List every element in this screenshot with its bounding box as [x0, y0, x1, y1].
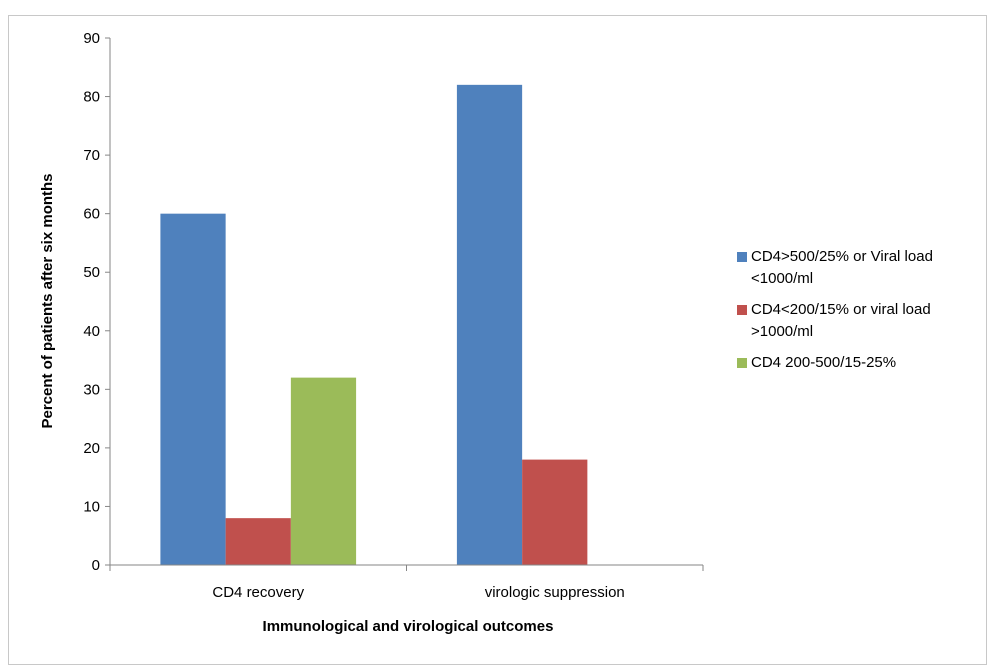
legend-label: CD4 200-500/15-25%	[751, 354, 897, 371]
legend-label: CD4<200/15% or viral load >1000/ml	[751, 301, 931, 340]
y-axis-ticks: 0 10 20 30 40 50 60 70 80 90	[83, 30, 110, 574]
y-tick-label: 70	[83, 147, 100, 164]
x-tick-label: CD4 recovery	[212, 584, 304, 601]
y-tick-label: 40	[83, 323, 100, 340]
x-tick-label: virologic suppression	[485, 584, 625, 601]
y-tick-label: 0	[92, 557, 100, 574]
bar-2-1	[225, 518, 291, 565]
legend-item: CD4>500/25% or Viral load <1000/ml	[737, 246, 987, 290]
bar-1-1	[160, 213, 226, 565]
legend-label: CD4>500/25% or Viral load <1000/ml	[751, 248, 933, 287]
y-tick-label: 60	[83, 206, 100, 223]
bar-1-2	[456, 84, 523, 565]
legend-swatch	[737, 305, 747, 315]
legend-item: CD4<200/15% or viral load >1000/ml	[737, 299, 987, 343]
y-axis-title: Percent of patients after six months	[39, 173, 56, 428]
bar-3-1	[290, 377, 357, 565]
y-tick-label: 20	[83, 440, 100, 457]
bar-2-2	[522, 459, 588, 565]
y-tick-label: 80	[83, 89, 100, 106]
legend-swatch	[737, 358, 747, 368]
y-tick-label: 50	[83, 264, 100, 281]
y-tick-label: 10	[83, 498, 100, 515]
y-tick-label: 90	[83, 30, 100, 47]
bars	[160, 84, 588, 565]
y-tick-label: 30	[83, 381, 100, 398]
legend: CD4>500/25% or Viral load <1000/ml CD4<20…	[737, 246, 987, 383]
x-axis-ticks: CD4 recovery virologic suppression	[109, 565, 704, 601]
legend-item: CD4 200-500/15-25%	[737, 352, 987, 374]
x-axis-title: Immunological and virological outcomes	[263, 618, 554, 635]
legend-swatch	[737, 252, 747, 262]
